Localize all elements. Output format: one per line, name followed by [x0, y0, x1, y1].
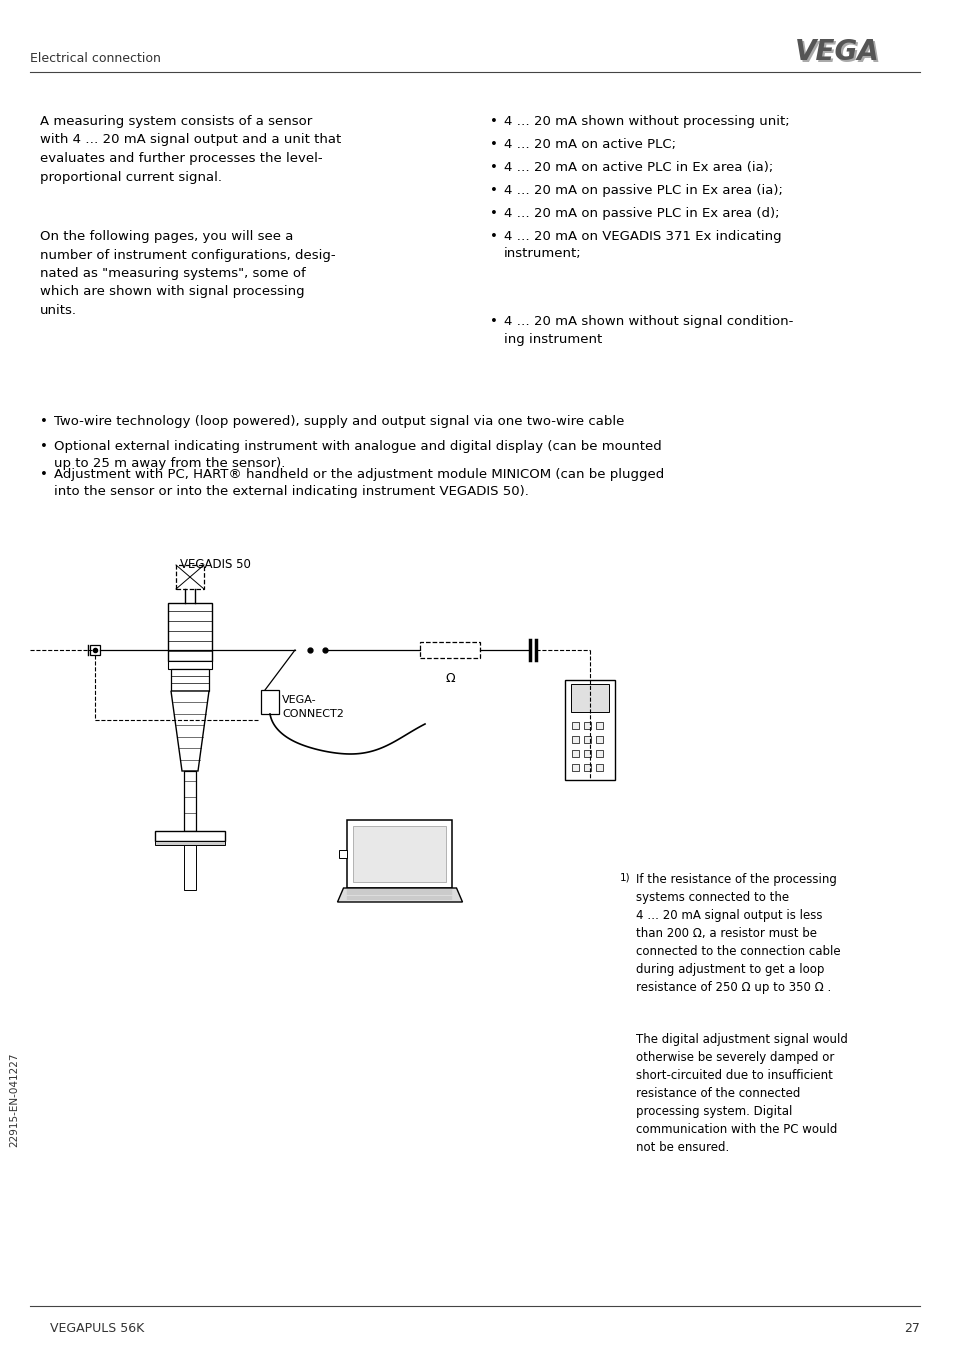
- Text: 4 … 20 mA on active PLC;: 4 … 20 mA on active PLC;: [503, 138, 676, 152]
- Text: 4 … 20 mA on passive PLC in Ex area (d);: 4 … 20 mA on passive PLC in Ex area (d);: [503, 207, 779, 219]
- Text: Adjustment with PC, HART® handheld or the adjustment module MINICOM (can be plug: Adjustment with PC, HART® handheld or th…: [54, 468, 663, 498]
- Text: Ω: Ω: [445, 672, 455, 685]
- Bar: [564, 680, 615, 780]
- Bar: [572, 737, 578, 743]
- Bar: [584, 737, 591, 743]
- Text: 4 … 20 mA shown without processing unit;: 4 … 20 mA shown without processing unit;: [503, 115, 789, 129]
- Bar: [90, 645, 100, 655]
- Bar: [261, 691, 278, 714]
- Text: •: •: [490, 315, 497, 328]
- Bar: [184, 770, 195, 831]
- Text: •: •: [40, 414, 48, 428]
- Bar: [596, 750, 603, 757]
- Text: •: •: [490, 184, 497, 196]
- Bar: [347, 821, 452, 888]
- Polygon shape: [337, 888, 462, 902]
- Text: Optional external indicating instrument with analogue and digital display (can b: Optional external indicating instrument …: [54, 440, 661, 470]
- Text: If the resistance of the processing
systems connected to the
4 … 20 mA signal ou: If the resistance of the processing syst…: [636, 873, 840, 994]
- Bar: [184, 845, 195, 890]
- Bar: [154, 841, 225, 845]
- Text: 4 … 20 mA on VEGADIS 371 Ex indicating
instrument;: 4 … 20 mA on VEGADIS 371 Ex indicating i…: [503, 230, 781, 260]
- Text: Electrical connection: Electrical connection: [30, 51, 161, 65]
- Bar: [584, 750, 591, 757]
- Text: Two-wire technology (loop powered), supply and output signal via one two-wire ca: Two-wire technology (loop powered), supp…: [54, 414, 623, 428]
- Bar: [584, 722, 591, 728]
- Bar: [596, 737, 603, 743]
- Text: VEGAPULS 56K: VEGAPULS 56K: [50, 1322, 144, 1335]
- Text: •: •: [40, 440, 48, 454]
- Bar: [596, 764, 603, 770]
- Bar: [584, 764, 591, 770]
- Bar: [175, 565, 204, 589]
- Bar: [419, 642, 479, 658]
- Text: On the following pages, you will see a
number of instrument configurations, desi: On the following pages, you will see a n…: [40, 230, 335, 317]
- Text: •: •: [490, 115, 497, 129]
- Bar: [571, 684, 608, 712]
- Text: •: •: [490, 161, 497, 175]
- Text: The digital adjustment signal would
otherwise be severely damped or
short-circui: The digital adjustment signal would othe…: [636, 1033, 847, 1154]
- Text: 1): 1): [619, 873, 630, 883]
- Text: VEGA: VEGA: [795, 38, 879, 66]
- Text: 4 … 20 mA shown without signal condition-
ing instrument: 4 … 20 mA shown without signal condition…: [503, 315, 793, 345]
- Bar: [572, 750, 578, 757]
- Bar: [339, 850, 347, 858]
- Polygon shape: [171, 691, 209, 770]
- Bar: [572, 764, 578, 770]
- Text: 22915-EN-041227: 22915-EN-041227: [9, 1053, 19, 1147]
- Text: •: •: [490, 207, 497, 219]
- Bar: [154, 831, 225, 841]
- Bar: [168, 603, 212, 661]
- Text: VEGA: VEGA: [797, 41, 882, 68]
- Text: A measuring system consists of a sensor
with 4 … 20 mA signal output and a unit : A measuring system consists of a sensor …: [40, 115, 341, 184]
- Bar: [572, 722, 578, 728]
- Text: •: •: [490, 138, 497, 152]
- Text: •: •: [40, 468, 48, 481]
- Bar: [354, 826, 446, 881]
- Bar: [171, 669, 209, 691]
- Text: VEGA-
CONNECT2: VEGA- CONNECT2: [282, 695, 343, 719]
- Text: 4 … 20 mA on active PLC in Ex area (ia);: 4 … 20 mA on active PLC in Ex area (ia);: [503, 161, 773, 175]
- Text: •: •: [490, 230, 497, 242]
- Bar: [168, 661, 212, 669]
- Text: 27: 27: [903, 1322, 919, 1335]
- Text: VEGADIS 50: VEGADIS 50: [180, 558, 251, 571]
- Bar: [596, 722, 603, 728]
- Text: 4 … 20 mA on passive PLC in Ex area (ia);: 4 … 20 mA on passive PLC in Ex area (ia)…: [503, 184, 782, 196]
